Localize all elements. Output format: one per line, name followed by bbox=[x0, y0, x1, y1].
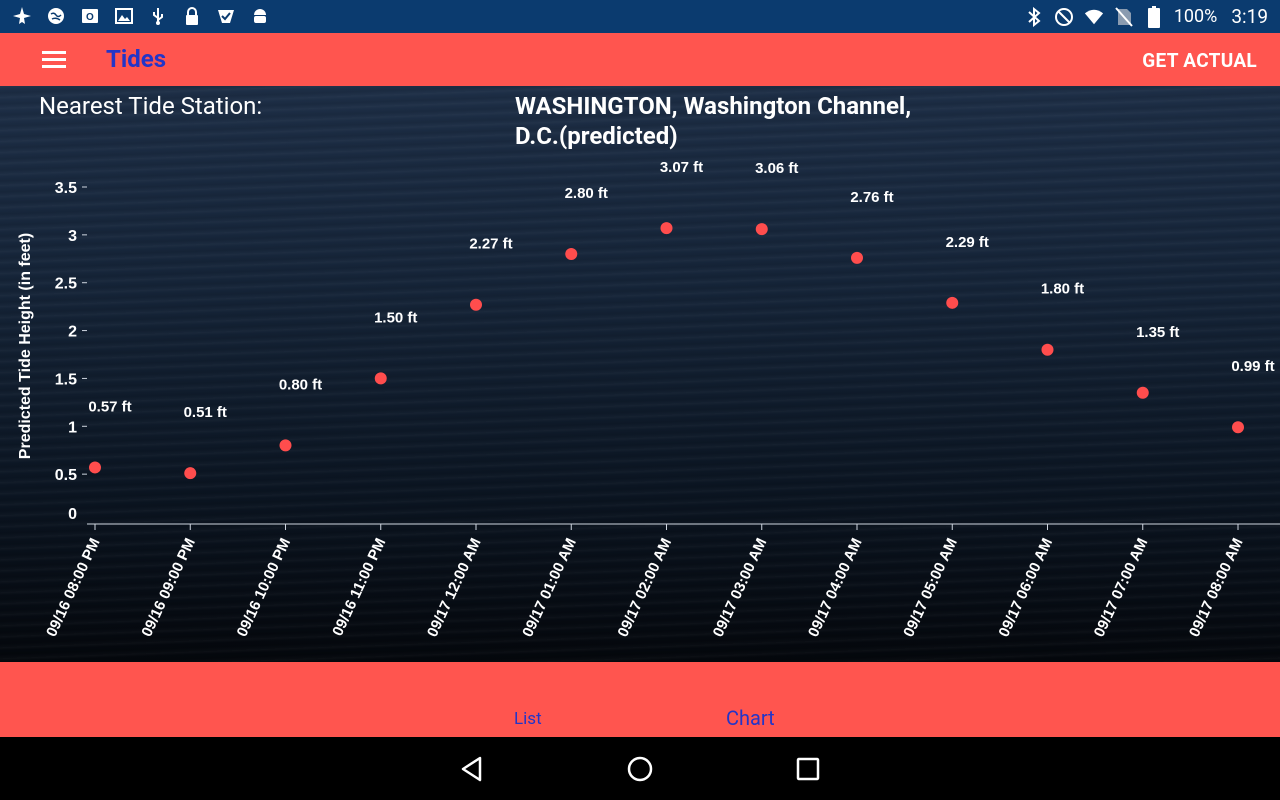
x-tick-label: 09/17 03:00 AM bbox=[710, 536, 771, 640]
bottom-tab-bar: List Chart bbox=[0, 662, 1280, 737]
x-tick-label: 09/16 09:00 PM bbox=[138, 536, 199, 640]
clock: 3:19 bbox=[1231, 5, 1268, 28]
no-sim-icon bbox=[1114, 6, 1134, 27]
data-point bbox=[184, 467, 197, 480]
data-point bbox=[1041, 343, 1054, 356]
y-tick-label: 2.5 bbox=[55, 276, 77, 293]
x-tick-label: 09/17 02:00 AM bbox=[614, 536, 675, 640]
battery-icon bbox=[1144, 5, 1164, 28]
x-tick-label: 09/16 08:00 PM bbox=[43, 536, 104, 640]
bluetooth-icon bbox=[1024, 6, 1044, 27]
data-label: 2.76 ft bbox=[850, 189, 893, 206]
data-point bbox=[1232, 421, 1244, 434]
svg-text:O: O bbox=[86, 12, 94, 23]
data-label: 2.80 ft bbox=[565, 185, 608, 202]
station-label: Nearest Tide Station: bbox=[39, 92, 263, 120]
wifi-icon bbox=[1084, 7, 1104, 27]
recents-icon[interactable] bbox=[794, 755, 822, 783]
y-tick-label: 2 bbox=[68, 324, 77, 341]
menu-icon[interactable] bbox=[38, 47, 68, 73]
app-bar: Tides GET ACTUAL bbox=[0, 33, 1280, 86]
data-point bbox=[1136, 386, 1149, 399]
outlook-icon: O bbox=[80, 6, 100, 26]
data-point bbox=[660, 222, 673, 235]
y-axis-title: Predicted Tide Height (in feet) bbox=[17, 233, 34, 459]
data-point bbox=[374, 372, 387, 385]
data-point bbox=[946, 296, 959, 309]
station-name: WASHINGTON, Washington Channel, D.C.(pre… bbox=[515, 92, 912, 150]
y-tick-label: 3 bbox=[68, 228, 77, 245]
y-tick-label: 3.5 bbox=[55, 180, 77, 197]
home-icon[interactable] bbox=[626, 755, 654, 783]
status-bar: O 100% 3:19 bbox=[0, 0, 1280, 33]
x-tick-label: 09/17 05:00 AM bbox=[900, 536, 961, 640]
do-not-disturb-icon bbox=[1054, 7, 1074, 27]
x-tick-label: 09/17 08:00 AM bbox=[1186, 536, 1247, 640]
data-point bbox=[279, 439, 292, 452]
data-label: 1.50 ft bbox=[374, 309, 417, 326]
x-tick-label: 09/17 06:00 AM bbox=[995, 536, 1056, 640]
y-tick-label: 1 bbox=[68, 419, 77, 436]
data-label: 1.35 ft bbox=[1136, 324, 1179, 341]
x-tick-label: 09/17 04:00 AM bbox=[805, 536, 866, 640]
tab-list[interactable]: List bbox=[514, 709, 542, 729]
system-status: 100% 3:19 bbox=[1024, 5, 1268, 28]
usb-icon bbox=[148, 6, 168, 26]
data-label: 3.07 ft bbox=[660, 159, 703, 176]
data-point bbox=[755, 223, 768, 236]
globe-icon bbox=[46, 6, 66, 26]
check-store-icon bbox=[216, 6, 236, 26]
tide-chart-panel: Nearest Tide Station: WASHINGTON, Washin… bbox=[0, 86, 1280, 662]
data-label: 0.99 ft bbox=[1231, 358, 1274, 375]
x-tick-label: 09/17 12:00 AM bbox=[424, 536, 485, 640]
android-icon bbox=[250, 6, 270, 26]
data-point bbox=[89, 461, 101, 474]
tide-chart: Predicted Tide Height (in feet) 0 0.5 1 1.5 2… bbox=[17, 159, 1280, 640]
get-actual-button[interactable]: GET ACTUAL bbox=[1142, 49, 1257, 72]
data-label: 0.80 ft bbox=[279, 376, 322, 393]
data-label: 2.29 ft bbox=[946, 234, 989, 251]
data-point bbox=[851, 251, 863, 264]
data-point bbox=[565, 248, 578, 260]
app-title: Tides bbox=[106, 45, 167, 73]
data-label: 3.06 ft bbox=[755, 160, 798, 177]
y-tick-label: 0 bbox=[68, 506, 77, 523]
x-tick-label: 09/17 01:00 AM bbox=[519, 536, 580, 640]
data-point bbox=[470, 298, 482, 311]
y-tick-label: 1.5 bbox=[55, 371, 77, 388]
notification-icons: O bbox=[12, 6, 270, 26]
data-label: 2.27 ft bbox=[469, 236, 512, 253]
back-icon[interactable] bbox=[458, 755, 486, 783]
lock-icon bbox=[182, 6, 202, 26]
y-tick-label: 0.5 bbox=[55, 467, 77, 484]
plane-icon bbox=[12, 6, 32, 26]
battery-percent: 100% bbox=[1173, 6, 1218, 27]
x-tick-label: 09/16 10:00 PM bbox=[234, 536, 295, 640]
system-nav-bar bbox=[0, 737, 1280, 800]
image-icon bbox=[114, 6, 134, 26]
tab-chart[interactable]: Chart bbox=[726, 706, 775, 730]
data-label: 0.57 ft bbox=[88, 398, 131, 415]
data-label: 0.51 ft bbox=[184, 404, 227, 421]
data-label: 1.80 ft bbox=[1041, 281, 1084, 298]
x-tick-label: 09/16 11:00 PM bbox=[329, 536, 389, 639]
x-tick-label: 09/17 07:00 AM bbox=[1091, 536, 1152, 640]
